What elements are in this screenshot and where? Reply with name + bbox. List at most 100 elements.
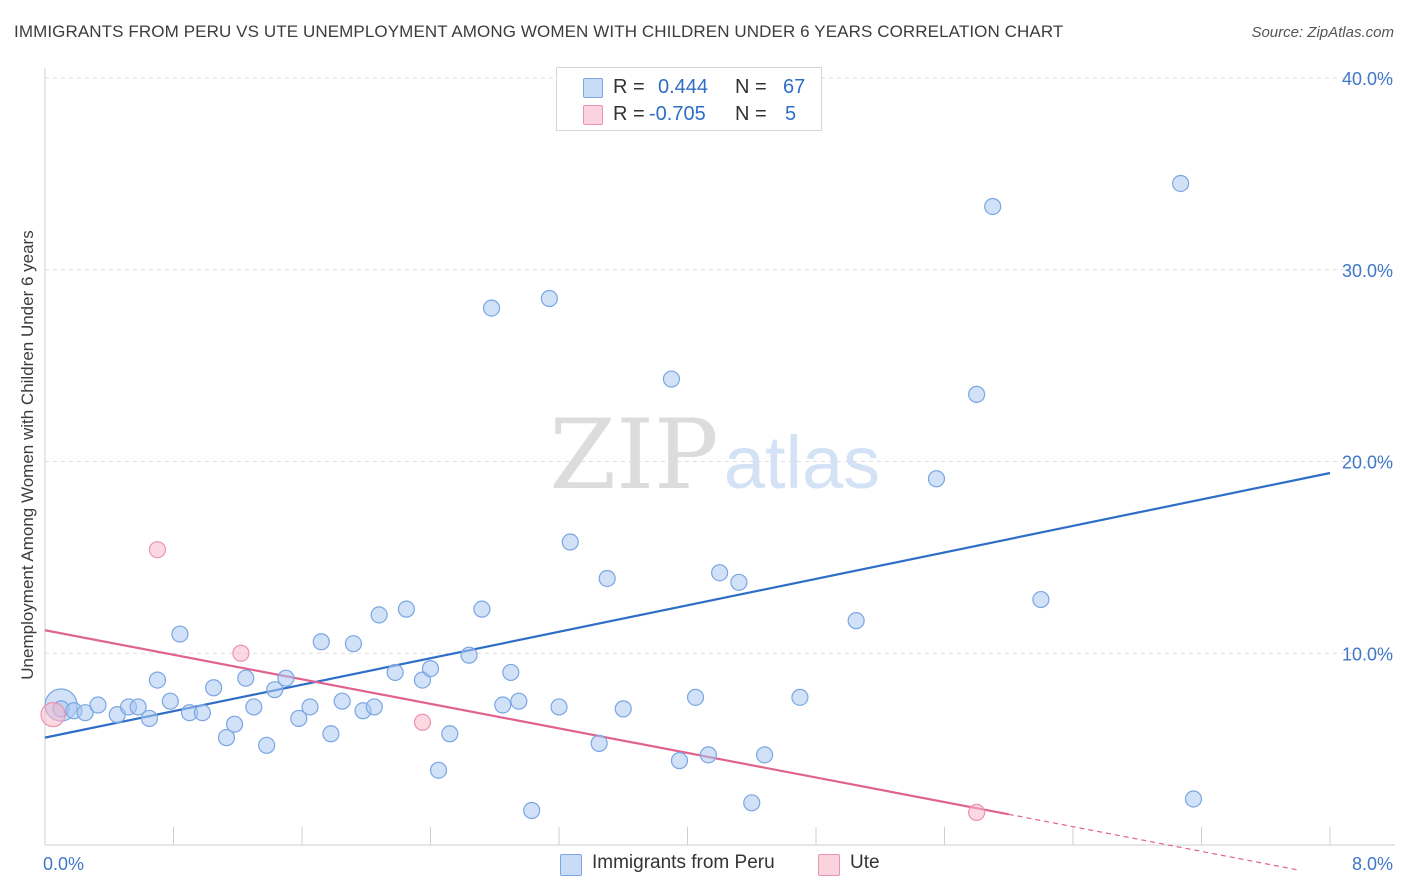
data-point-peru [245,698,263,716]
data-point-peru [148,671,167,689]
data-point-peru [540,289,558,308]
r-value: 0.444 [658,76,709,98]
r-label: R = [613,76,645,98]
data-point-peru [670,752,689,770]
data-point-peru [662,370,681,388]
data-point-peru [510,692,528,710]
data-point-peru [171,625,189,643]
data-point-peru [494,696,512,714]
watermark: ZIP atlas [549,399,880,511]
data-point-peru [301,698,319,716]
data-point-peru [473,600,491,618]
data-point-peru [129,698,147,716]
data-point-peru [277,669,295,687]
data-point-peru [205,679,223,697]
legend-label-ute: Ute [850,852,880,873]
data-point-peru [614,700,632,718]
y-tick-label: 10.0% [1342,644,1393,664]
data-point-peru [743,794,761,812]
data-point-peru [217,729,236,747]
data-point-peru [561,533,579,551]
data-point-peru [290,709,308,728]
data-point-peru [502,663,520,682]
trend-line-peru [44,471,1331,739]
source-label: Source: ZipAtlas.com [1251,24,1394,41]
data-point-peru [386,663,404,682]
stats-row-ute: R = -0.705 N = 5 [557,101,821,127]
data-point-ute [40,702,66,728]
data-point-peru [755,746,774,764]
watermark-atlas: atlas [724,421,880,504]
n-value: 5 [785,103,797,125]
r-label: R = [613,103,645,125]
legend-label-peru: Immigrants from Peru [592,852,775,873]
watermark-zip: ZIP [549,399,718,511]
data-point-peru [1184,790,1203,808]
tick-labels: 10.0% 20.0% 30.0% 40.0% 0.0% 8.0% [43,69,1393,874]
data-point-ute [232,644,250,662]
r-value: -0.705 [649,103,706,125]
data-point-peru [699,746,717,764]
data-point-peru [76,704,94,722]
data-point-peru [266,681,284,699]
data-point-peru [89,696,107,714]
x-tick-label: 8.0% [1352,854,1393,874]
data-point-peru [847,612,865,630]
data-point-peru [140,709,159,728]
data-point-peru [482,299,501,317]
data-point-peru [397,600,416,618]
data-point-peru [258,736,276,754]
y-axis-label: Unemployment Among Women with Children U… [18,230,37,680]
data-point-peru [365,698,383,716]
n-label: N = [735,76,767,98]
data-point-peru [333,692,351,710]
data-point-ute [413,713,432,731]
data-point-peru [968,385,986,403]
data-point-peru [927,470,946,488]
data-point-peru [984,197,1002,216]
data-point-peru [791,688,809,706]
data-point-peru [598,569,616,588]
legend-swatch-peru [560,854,582,876]
data-point-peru [370,606,388,624]
y-tick-label: 20.0% [1342,453,1393,473]
data-point-peru [686,688,705,706]
data-point-ute [968,803,986,822]
data-point-peru [161,692,179,710]
x-tick-label: 0.0% [43,854,84,874]
data-point-peru [590,734,608,752]
data-point-peru [711,564,729,582]
data-point-peru [1172,174,1190,193]
data-point-peru [730,573,748,591]
stats-swatch-ute [583,105,603,125]
stats-box: R = 0.444 N = 67 R = -0.705 N = 5 [556,67,822,131]
y-tick-label: 40.0% [1342,69,1393,89]
data-point-peru [344,635,362,653]
stats-row-peru: R = 0.444 N = 67 [557,74,821,100]
trend-lines [44,471,1331,871]
data-point-peru [322,725,340,743]
y-tick-label: 30.0% [1342,261,1393,281]
data-point-peru [550,698,568,716]
n-value: 67 [783,76,806,98]
data-point-peru [421,659,440,678]
trend-line-ute-extension [1008,813,1298,871]
data-point-peru [193,704,212,722]
stats-swatch-peru [583,78,603,98]
axes [44,68,1395,846]
legend-swatch-ute [818,854,840,876]
data-point-peru [312,633,330,651]
data-point-peru [225,715,244,733]
data-point-peru [523,801,541,820]
data-point-ute [148,541,167,559]
data-point-peru [429,761,448,779]
n-label: N = [735,103,767,125]
chart-title: IMMIGRANTS FROM PERU VS UTE UNEMPLOYMENT… [14,22,1064,41]
data-points [40,174,1203,822]
data-point-peru [441,725,459,743]
data-point-peru [1032,590,1050,609]
data-point-peru [460,646,478,664]
trend-line-ute [44,629,1009,816]
data-point-peru [237,669,255,687]
